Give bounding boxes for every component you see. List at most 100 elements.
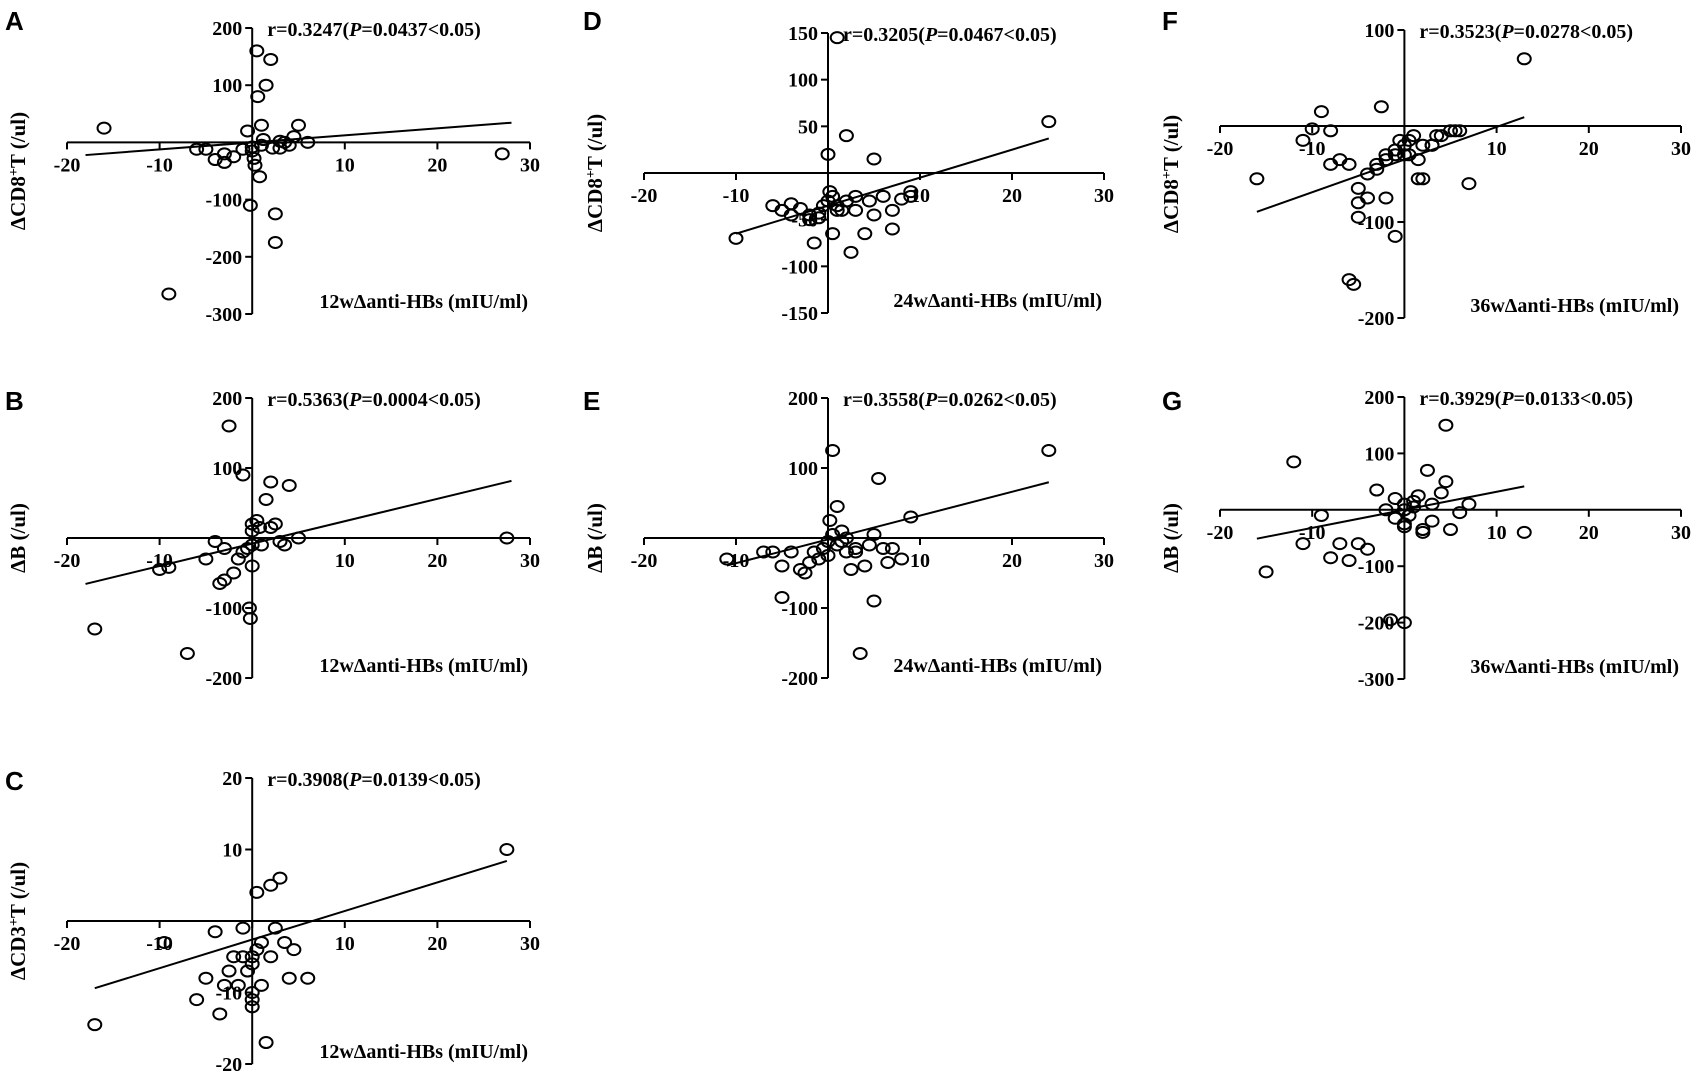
x-tick-label: -20 <box>54 550 81 572</box>
data-point <box>263 475 279 489</box>
data-point <box>216 573 232 587</box>
data-point <box>1378 503 1394 517</box>
x-tick-label: -10 <box>723 185 750 207</box>
data-point <box>1286 455 1302 469</box>
data-point <box>161 560 177 574</box>
data-point <box>1041 444 1057 457</box>
data-point <box>244 517 260 531</box>
data-point <box>1383 613 1399 627</box>
data-point <box>216 542 232 555</box>
data-point <box>253 935 269 949</box>
data-point <box>286 943 302 957</box>
data-point <box>242 612 258 625</box>
data-point <box>255 133 271 147</box>
data-point <box>1443 124 1458 138</box>
data-point <box>843 245 859 259</box>
y-tick-label: 50 <box>798 116 818 138</box>
data-point <box>843 563 859 576</box>
data-point <box>875 189 891 203</box>
data-point <box>825 227 841 241</box>
data-point <box>1323 124 1339 138</box>
data-point <box>244 950 260 964</box>
panel-letter: G <box>1162 386 1182 416</box>
x-tick-label: -20 <box>54 154 81 176</box>
data-point <box>244 957 260 971</box>
data-point <box>1447 124 1463 138</box>
data-point <box>1323 551 1339 565</box>
data-point <box>1378 191 1394 205</box>
data-point <box>1350 537 1366 551</box>
data-point <box>719 552 735 566</box>
data-point <box>263 950 279 964</box>
data-point <box>216 147 232 161</box>
data-point <box>852 647 868 660</box>
data-point <box>244 559 260 573</box>
x-tick-label: 30 <box>520 933 540 955</box>
data-point <box>1332 537 1348 551</box>
data-point <box>156 935 172 949</box>
y-tick-label: 200 <box>212 388 242 410</box>
x-tick-label: 20 <box>1579 522 1599 544</box>
data-point <box>1415 138 1431 152</box>
data-point <box>1406 500 1422 514</box>
y-tick-label: -20 <box>216 1054 243 1076</box>
data-point <box>884 203 900 217</box>
x-tick-label: 20 <box>1579 138 1599 160</box>
data-point <box>848 203 864 217</box>
y-tick-label: -200 <box>1358 308 1395 330</box>
data-point <box>1415 523 1431 537</box>
data-point <box>212 577 228 590</box>
data-point <box>244 986 260 999</box>
data-point <box>291 118 306 132</box>
data-point <box>235 468 251 482</box>
y-axis-label: ΔCD8+T (/ul) <box>6 112 30 230</box>
data-point <box>221 419 237 433</box>
x-axis-label: 12wΔanti-HBs (mIU/ml) <box>319 291 528 313</box>
data-point <box>499 531 515 545</box>
data-point <box>894 192 910 206</box>
data-point <box>240 124 256 138</box>
data-point <box>1424 138 1440 152</box>
data-point <box>838 545 854 559</box>
data-point <box>207 925 223 939</box>
data-point <box>884 542 900 555</box>
data-point <box>792 563 808 576</box>
regression-line <box>735 137 1050 235</box>
x-tick-label: 20 <box>1002 185 1022 207</box>
stats-annotation: r=0.3908(P=0.0139<0.05) <box>267 769 481 791</box>
data-point <box>267 517 283 531</box>
regression-line <box>726 481 1050 567</box>
data-point <box>1360 191 1376 205</box>
data-point <box>249 885 265 899</box>
y-axis-label: ΔB (/ul) <box>6 503 30 573</box>
data-point <box>235 921 251 935</box>
data-point <box>189 993 205 1007</box>
data-point <box>1396 497 1412 511</box>
data-point <box>1424 514 1440 528</box>
x-tick-label: 30 <box>520 550 540 572</box>
x-tick-label: 20 <box>427 154 447 176</box>
x-tick-label: 20 <box>427 550 447 572</box>
data-point <box>226 566 242 580</box>
panel-c: C -20 -10 10 20 30 -20 -10 10 20 r=0.3908(P=0.0139… <box>5 766 540 1076</box>
y-tick-label: 150 <box>788 23 818 45</box>
y-tick-label: -100 <box>206 598 243 620</box>
y-tick-label: -100 <box>1358 556 1395 578</box>
y-tick-label: 100 <box>212 458 242 480</box>
y-tick-label: 100 <box>788 458 818 480</box>
data-point <box>207 535 223 548</box>
data-point <box>1433 486 1449 500</box>
y-tick-label: 100 <box>1364 443 1394 465</box>
data-point <box>1373 100 1389 114</box>
data-point <box>265 141 281 155</box>
y-axis-label: ΔCD3+T (/ul) <box>6 862 30 980</box>
x-tick-label: 10 <box>335 550 355 572</box>
data-point <box>866 208 882 222</box>
stats-annotation: r=0.3247(P=0.0437<0.05) <box>267 19 481 41</box>
data-point <box>252 170 268 184</box>
data-point <box>1387 492 1403 506</box>
y-tick-label: 100 <box>212 75 242 97</box>
data-point <box>1410 153 1426 167</box>
x-tick-label: 10 <box>335 933 355 955</box>
panel-letter: F <box>1162 6 1178 36</box>
